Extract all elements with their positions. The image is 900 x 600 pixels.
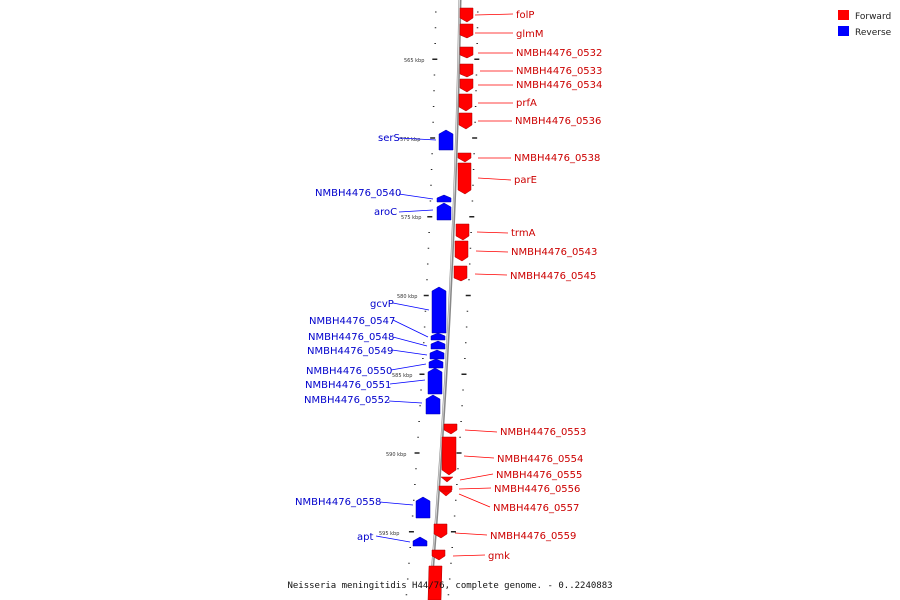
gene-label-nmbh4476-0551: NMBH4476_0551 — [305, 380, 391, 391]
gene-label-nmbh4476-0557: NMBH4476_0557 — [493, 503, 579, 514]
gene-nmbh4476-0551[interactable]: NMBH4476_0551 — [305, 367, 443, 395]
gene-label-nmbh4476-0550: NMBH4476_0550 — [306, 366, 392, 377]
legend-reverse-label: Reverse — [855, 28, 892, 38]
legend-forward-swatch — [838, 10, 849, 20]
gene-forward-continuation — [427, 565, 443, 600]
gene-label-nmbh4476-0540: NMBH4476_0540 — [315, 188, 401, 199]
gene-nmbh4476-0532[interactable]: NMBH4476_0532 — [459, 46, 602, 59]
gene-label-nmbh4476-0552: NMBH4476_0552 — [304, 395, 390, 406]
reverse-gene-track: serS NMBH4476_0540 aroC gcvP NMBH4476_05… — [295, 129, 454, 547]
gene-label-nmbh4476-0559: NMBH4476_0559 — [490, 531, 576, 542]
gene-label-aroc: aroC — [374, 207, 397, 218]
gene-nmbh4476-0554[interactable]: NMBH4476_0554 — [441, 436, 583, 476]
gene-label-nmbh4476-0545: NMBH4476_0545 — [510, 271, 596, 282]
gene-nmbh4476-0552[interactable]: NMBH4476_0552 — [304, 394, 441, 415]
gene-nmbh4476-0555[interactable]: NMBH4476_0555 — [440, 470, 582, 483]
gene-label-glmm: glmM — [516, 29, 544, 40]
tick-label-590: 590 kbp — [386, 452, 406, 458]
legend: Forward Reverse — [838, 10, 892, 38]
tick-label-570: 570 kbp — [400, 137, 420, 143]
gene-gcvp[interactable]: gcvP — [370, 286, 447, 334]
gene-label-nmbh4476-0533: NMBH4476_0533 — [516, 66, 602, 77]
legend-reverse-swatch — [838, 26, 849, 36]
gene-label-prfa: prfA — [516, 98, 537, 109]
gene-label-nmbh4476-0532: NMBH4476_0532 — [516, 48, 602, 59]
gene-folp[interactable]: folP — [459, 7, 534, 23]
gene-nmbh4476-0547[interactable]: NMBH4476_0547 — [309, 316, 446, 341]
gene-label-nmbh4476-0543: NMBH4476_0543 — [511, 247, 597, 258]
gene-label-nmbh4476-0548: NMBH4476_0548 — [308, 332, 394, 343]
tick-label-585: 585 kbp — [392, 373, 412, 379]
gene-sers[interactable]: serS — [378, 129, 454, 151]
tick-label-565: 565 kbp — [404, 58, 424, 64]
gene-nmbh4476-0540[interactable]: NMBH4476_0540 — [315, 188, 452, 203]
gene-pare[interactable]: parE — [457, 162, 537, 195]
gene-label-nmbh4476-0556: NMBH4476_0556 — [494, 484, 580, 495]
tick-label-580: 580 kbp — [397, 294, 417, 300]
gene-nmbh4476-0538[interactable]: NMBH4476_0538 — [457, 152, 600, 164]
gene-label-gcvp: gcvP — [370, 299, 394, 310]
gene-label-nmbh4476-0553: NMBH4476_0553 — [500, 427, 586, 438]
gene-nmbh4476-0550[interactable]: NMBH4476_0550 — [306, 358, 444, 377]
gene-apt[interactable]: apt — [357, 532, 428, 547]
gene-label-sers: serS — [378, 133, 400, 144]
gene-label-nmbh4476-0549: NMBH4476_0549 — [307, 346, 393, 357]
gene-prfa[interactable]: prfA — [458, 93, 537, 112]
gene-nmbh4476-0545[interactable]: NMBH4476_0545 — [453, 265, 596, 282]
gene-label-nmbh4476-0534: NMBH4476_0534 — [516, 80, 602, 91]
legend-forward-label: Forward — [855, 12, 891, 22]
genome-caption: Neisseria meningitidis H44/76, complete … — [287, 581, 612, 591]
gene-nmbh4476-0553[interactable]: NMBH4476_0553 — [443, 423, 586, 438]
scale-ticks — [405, 11, 480, 596]
gene-label-nmbh4476-0558: NMBH4476_0558 — [295, 497, 381, 508]
gene-nmbh4476-0533[interactable]: NMBH4476_0533 — [459, 63, 602, 78]
gene-glmm[interactable]: glmM — [459, 23, 544, 40]
gene-nmbh4476-0549[interactable]: NMBH4476_0549 — [307, 346, 445, 360]
tick-label-595: 595 kbp — [379, 531, 399, 537]
gene-label-nmbh4476-0538: NMBH4476_0538 — [514, 153, 600, 164]
gene-label-gmk: gmk — [488, 551, 510, 562]
gene-trma[interactable]: trmA — [455, 223, 536, 241]
gene-label-folp: folP — [516, 10, 534, 21]
gene-gmk[interactable]: gmk — [431, 549, 510, 562]
gene-nmbh4476-0534[interactable]: NMBH4476_0534 — [459, 78, 602, 93]
gene-label-nmbh4476-0536: NMBH4476_0536 — [515, 116, 601, 127]
gene-nmbh4476-0543[interactable]: NMBH4476_0543 — [454, 240, 597, 262]
gene-label-nmbh4476-0547: NMBH4476_0547 — [309, 316, 395, 327]
gene-nmbh4476-0548[interactable]: NMBH4476_0548 — [308, 332, 446, 350]
gene-nmbh4476-0556[interactable]: NMBH4476_0556 — [438, 484, 580, 495]
gene-label-apt: apt — [357, 532, 373, 543]
gene-nmbh4476-0557[interactable]: NMBH4476_0557 — [439, 490, 579, 514]
tick-label-575: 575 kbp — [401, 215, 421, 221]
forward-gene-track: folP glmM NMBH4476_0532 NMBH4476_0533 NM… — [427, 7, 602, 600]
scale-tick-labels: 565 kbp 570 kbp 575 kbp 580 kbp 585 kbp … — [379, 58, 424, 537]
genome-backbone-highlight — [429, 0, 460, 600]
gene-nmbh4476-0559[interactable]: NMBH4476_0559 — [433, 523, 576, 542]
gene-aroc[interactable]: aroC — [374, 202, 452, 221]
gene-label-pare: parE — [514, 175, 537, 186]
gene-label-trma: trmA — [511, 228, 536, 239]
gene-label-nmbh4476-0555: NMBH4476_0555 — [496, 470, 582, 481]
gene-nmbh4476-0536[interactable]: NMBH4476_0536 — [458, 112, 601, 130]
gene-label-nmbh4476-0554: NMBH4476_0554 — [497, 454, 583, 465]
gene-nmbh4476-0558[interactable]: NMBH4476_0558 — [295, 496, 431, 519]
